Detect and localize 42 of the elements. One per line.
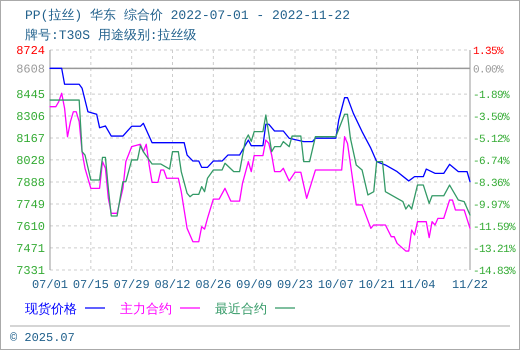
y2-tick-label: -14.83% <box>473 266 516 278</box>
x-tick-label: 10/07 <box>318 278 354 292</box>
x-tick-label: 07/15 <box>72 278 109 292</box>
x-tick-label: 07/29 <box>114 278 150 292</box>
x-tick-label: 09/23 <box>276 278 314 292</box>
y2-tick-label: -6.74% <box>473 156 510 168</box>
x-tick-label: 11/22 <box>452 278 488 292</box>
x-tick-label: 08/12 <box>154 278 191 292</box>
y2-tick-label: -1.89% <box>473 90 510 102</box>
line-series <box>49 92 471 252</box>
y-tick-label: 8445 <box>16 88 45 102</box>
y2-tick-label: -5.12% <box>473 134 510 146</box>
y-tick-label: 8167 <box>16 132 45 146</box>
y-tick-label: 7471 <box>16 242 45 256</box>
y-tick-label: 8608 <box>16 62 45 76</box>
y-tick-label: 7610 <box>16 220 45 234</box>
y2-tick-label: -11.59% <box>473 222 516 234</box>
subtitle: 牌号:T30S 用途级别:拉丝级 <box>25 28 197 43</box>
x-tick-label: 09/09 <box>236 278 272 292</box>
y2-tick-label: -13.21% <box>473 244 516 256</box>
y-tick-label: 8724 <box>16 44 45 58</box>
y-tick-label: 7331 <box>16 264 45 278</box>
line-series <box>49 99 471 217</box>
y2-tick-label: 1.35% <box>473 46 504 58</box>
legend-label: 最近合约 <box>215 302 267 317</box>
legend-label: 现货价格 <box>25 302 77 317</box>
y-tick-label: 7749 <box>16 198 45 212</box>
title: PP(拉丝) 华东 综合价 2022-07-01 - 2022-11-22 <box>25 8 350 23</box>
x-tick-label: 07/01 <box>32 278 68 292</box>
y-tick-label: 7888 <box>16 176 45 190</box>
x-tick-label: 08/26 <box>195 278 232 292</box>
y2-tick-label: 0.00% <box>473 64 504 76</box>
text: © 2025.07 <box>10 331 75 345</box>
y2-tick-label: -8.36% <box>473 178 510 190</box>
legend-label: 主力合约 <box>120 301 172 317</box>
y2-tick-label: -3.50% <box>473 112 510 124</box>
x-tick-label: 10/21 <box>358 278 395 292</box>
x-tick-label: 11/04 <box>399 278 436 292</box>
line-series <box>49 68 471 182</box>
y-tick-label: 8028 <box>16 154 45 168</box>
y-tick-label: 8306 <box>16 110 45 124</box>
y2-tick-label: -9.97% <box>473 200 510 212</box>
